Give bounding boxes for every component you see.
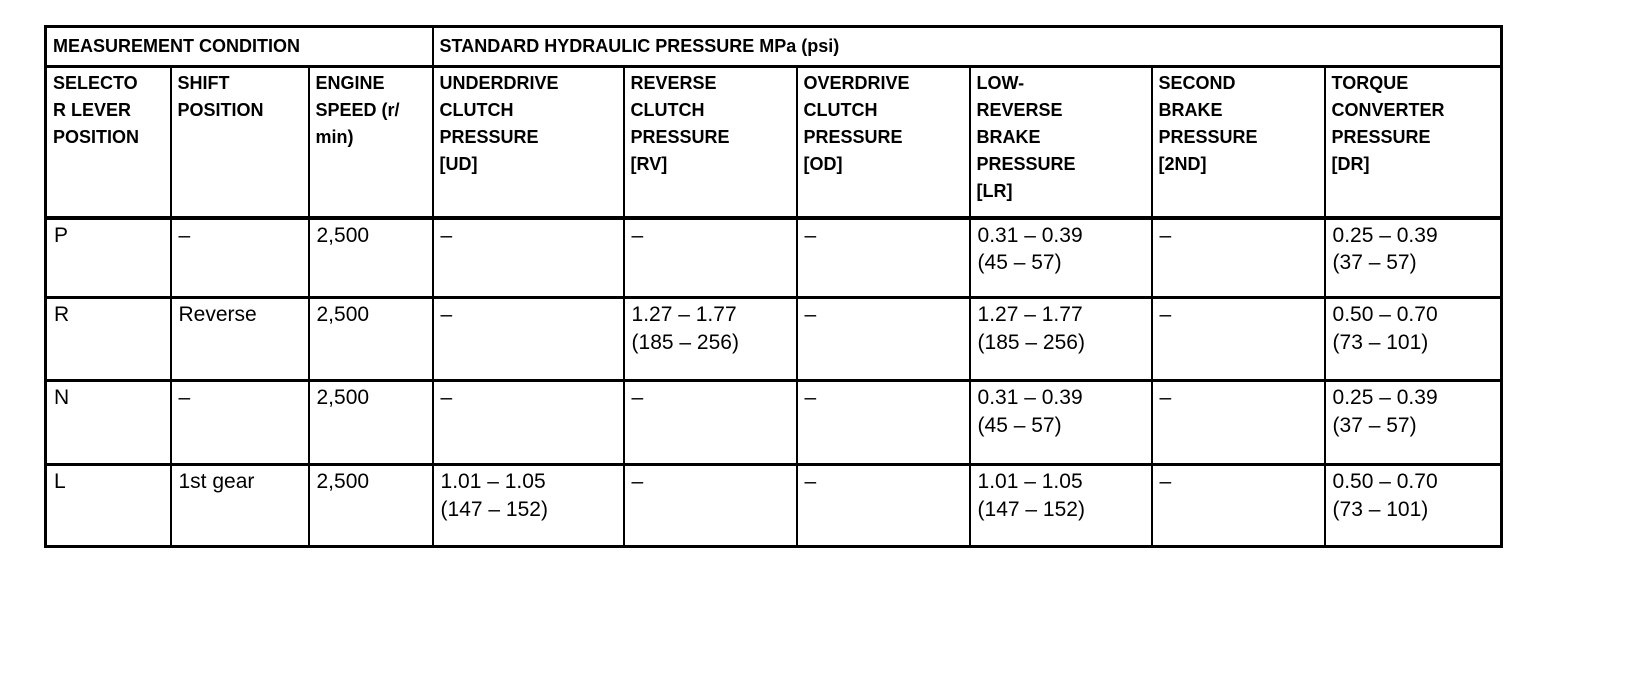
table-cell: 1.27 – 1.77 (185 – 256)	[968, 296, 1153, 382]
row-label-l: L	[44, 463, 172, 548]
table-cell: –	[1150, 216, 1326, 299]
table-cell: 1.01 – 1.05 (147 – 152)	[968, 463, 1153, 548]
table-cell: –	[1150, 463, 1326, 548]
table-cell: –	[1150, 379, 1326, 466]
table-cell: 0.31 – 0.39 (45 – 57)	[968, 379, 1153, 466]
table-row-p: P – 2,500 – – – 0.31 – 0.39 (45 – 57) – …	[44, 216, 1503, 299]
table-cell: 2,500	[307, 296, 434, 382]
table-cell: 0.25 – 0.39 (37 – 57)	[1323, 216, 1503, 299]
table-cell: –	[431, 216, 625, 299]
table-cell: 1.27 – 1.77 (185 – 256)	[622, 296, 798, 382]
table-cell: –	[622, 379, 798, 466]
hydraulic-pressure-table: MEASUREMENT CONDITION STANDARD HYDRAULIC…	[44, 25, 1504, 548]
col-header-torque-converter-pressure: TORQUE CONVERTER PRESSURE [DR]	[1323, 65, 1503, 220]
table-cell: 1.01 – 1.05 (147 – 152)	[431, 463, 625, 548]
table-cell: –	[795, 379, 971, 466]
table-cell: –	[795, 216, 971, 299]
row-label-n: N	[44, 379, 172, 466]
col-header-overdrive-clutch-pressure: OVERDRIVE CLUTCH PRESSURE [OD]	[795, 65, 971, 220]
table-cell: –	[622, 463, 798, 548]
table-cell: –	[169, 379, 310, 466]
col-header-underdrive-clutch-pressure: UNDERDRIVE CLUTCH PRESSURE [UD]	[431, 65, 625, 220]
table-cell: –	[431, 296, 625, 382]
column-header-row: SELECTO R LEVER POSITION SHIFT POSITION …	[44, 65, 1503, 220]
group-header-standard-hydraulic-pressure: STANDARD HYDRAULIC PRESSURE MPa (psi)	[431, 25, 1503, 68]
table-cell: –	[795, 463, 971, 548]
col-header-engine-speed: ENGINE SPEED (r/ min)	[307, 65, 434, 220]
group-header-row: MEASUREMENT CONDITION STANDARD HYDRAULIC…	[44, 25, 1503, 68]
table-cell: 1st gear	[169, 463, 310, 548]
table-cell: –	[169, 216, 310, 299]
table-cell: Reverse	[169, 296, 310, 382]
table-row-r: R Reverse 2,500 – 1.27 – 1.77 (185 – 256…	[44, 296, 1503, 382]
col-header-selector-lever-position: SELECTO R LEVER POSITION	[44, 65, 172, 220]
table-cell: 2,500	[307, 379, 434, 466]
table-cell: 0.25 – 0.39 (37 – 57)	[1323, 379, 1503, 466]
table-cell: 0.50 – 0.70 (73 – 101)	[1323, 296, 1503, 382]
table-cell: –	[795, 296, 971, 382]
table-cell: 2,500	[307, 463, 434, 548]
row-label-p: P	[44, 216, 172, 299]
group-header-measurement-condition: MEASUREMENT CONDITION	[44, 25, 434, 68]
col-header-second-brake-pressure: SECOND BRAKE PRESSURE [2ND]	[1150, 65, 1326, 220]
col-header-shift-position: SHIFT POSITION	[169, 65, 310, 220]
table-cell: 2,500	[307, 216, 434, 299]
col-header-low-reverse-brake-pressure: LOW- REVERSE BRAKE PRESSURE [LR]	[968, 65, 1153, 220]
table-cell: –	[622, 216, 798, 299]
table-cell: 0.31 – 0.39 (45 – 57)	[968, 216, 1153, 299]
col-header-reverse-clutch-pressure: REVERSE CLUTCH PRESSURE [RV]	[622, 65, 798, 220]
table-row-n: N – 2,500 – – – 0.31 – 0.39 (45 – 57) – …	[44, 379, 1503, 466]
table-cell: 0.50 – 0.70 (73 – 101)	[1323, 463, 1503, 548]
table-cell: –	[431, 379, 625, 466]
table-cell: –	[1150, 296, 1326, 382]
row-label-r: R	[44, 296, 172, 382]
table-row-l: L 1st gear 2,500 1.01 – 1.05 (147 – 152)…	[44, 463, 1503, 548]
